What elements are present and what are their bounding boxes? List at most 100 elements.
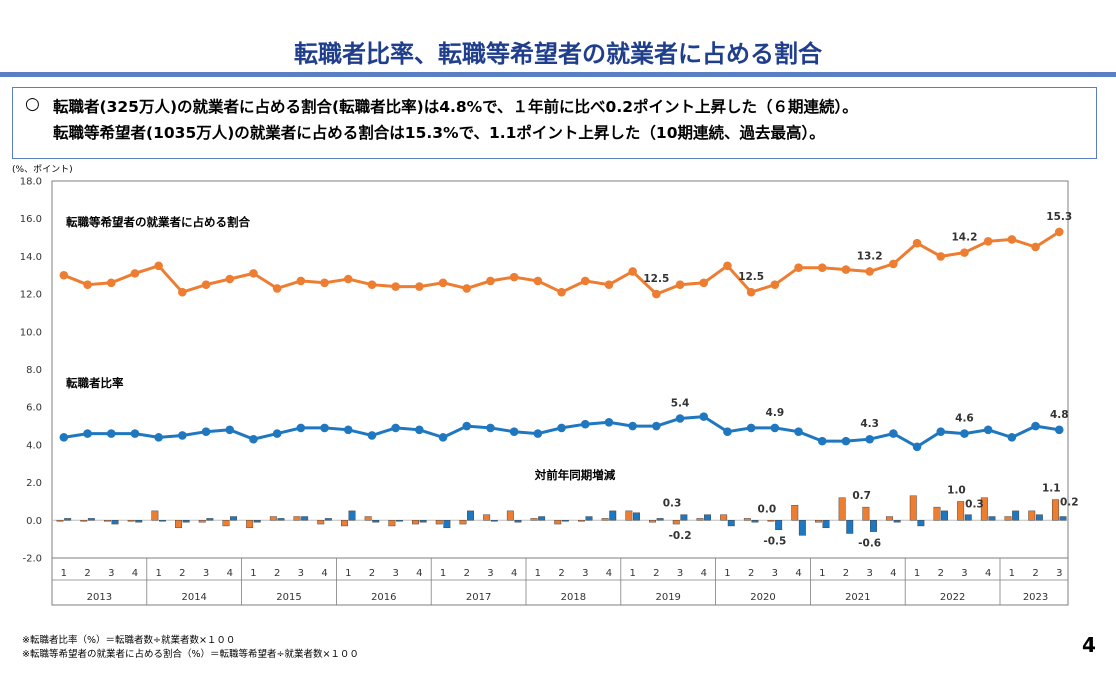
data-point xyxy=(1054,227,1064,237)
change-data-label: 0.3 xyxy=(663,498,682,510)
data-point xyxy=(746,423,756,433)
x-quarter-label: 1 xyxy=(250,568,256,579)
data-point xyxy=(841,265,851,274)
y-tick-label: 4.0 xyxy=(26,440,42,451)
data-point xyxy=(343,425,353,435)
data-point xyxy=(462,421,472,431)
data-point xyxy=(983,425,993,435)
change-bar-hope xyxy=(246,520,254,529)
data-point xyxy=(367,280,377,289)
x-quarter-label: 2 xyxy=(748,568,754,579)
data-point xyxy=(604,417,614,427)
data-label: 12.5 xyxy=(738,271,764,283)
data-point xyxy=(1031,242,1040,252)
data-point xyxy=(794,427,803,437)
change-bar-job-change xyxy=(277,518,285,521)
data-point xyxy=(296,423,306,433)
change-bar-hope xyxy=(649,520,656,523)
data-point xyxy=(462,284,472,293)
change-data-label: -0.5 xyxy=(763,536,786,548)
data-label: 4.9 xyxy=(766,407,785,419)
change-bar-hope xyxy=(459,520,467,525)
change-bar-hope xyxy=(554,520,562,525)
x-quarter-label: 1 xyxy=(61,568,67,579)
x-quarter-label: 4 xyxy=(606,568,612,579)
change-bar-hope xyxy=(151,510,159,521)
data-point xyxy=(249,434,258,444)
y-tick-label: 18.0 xyxy=(20,177,42,188)
change-bar-hope xyxy=(483,514,491,521)
change-bar-hope xyxy=(909,495,917,521)
x-quarter-label: 2 xyxy=(84,568,90,579)
data-point xyxy=(391,423,400,433)
change-bar-job-change xyxy=(1059,516,1067,521)
x-year-label: 2023 xyxy=(1023,592,1048,603)
data-point xyxy=(723,261,732,271)
change-bar-hope xyxy=(886,516,893,521)
change-bar-hope xyxy=(815,520,822,523)
data-point xyxy=(817,263,827,273)
x-year-label: 2019 xyxy=(655,592,680,603)
x-quarter-label: 4 xyxy=(132,568,138,579)
y-tick-label: -2.0 xyxy=(22,554,42,565)
change-bar-job-change xyxy=(633,512,640,521)
data-point xyxy=(201,427,211,437)
x-quarter-label: 2 xyxy=(464,568,470,579)
change-bar-hope xyxy=(56,520,64,522)
plot-frame xyxy=(51,180,1069,606)
x-quarter-label: 2 xyxy=(369,568,375,579)
data-point xyxy=(225,274,235,284)
data-point xyxy=(1031,421,1040,431)
change-bar-job-change xyxy=(609,510,617,521)
data-point xyxy=(865,434,874,444)
data-point xyxy=(794,263,803,273)
data-point xyxy=(889,259,898,269)
data-point xyxy=(486,276,495,286)
change-bar-hope xyxy=(412,520,419,525)
x-year-label: 2017 xyxy=(466,592,491,603)
change-bar-job-change xyxy=(704,514,711,521)
data-point xyxy=(83,280,92,289)
change-data-label: -0.2 xyxy=(669,530,692,542)
y-tick-label: 10.0 xyxy=(20,327,42,338)
x-quarter-label: 4 xyxy=(511,568,517,579)
data-point xyxy=(509,427,519,437)
data-point xyxy=(225,425,235,435)
y-tick-label: 14.0 xyxy=(20,252,42,263)
data-label: 4.6 xyxy=(955,413,974,425)
data-label: 5.4 xyxy=(671,398,690,410)
x-quarter-label: 4 xyxy=(321,568,327,579)
data-point xyxy=(178,431,187,440)
change-bar-hope xyxy=(1004,516,1012,521)
data-point xyxy=(770,423,780,433)
data-point xyxy=(580,276,590,286)
data-point xyxy=(746,287,756,297)
data-point xyxy=(817,436,827,446)
change-bar-job-change xyxy=(1012,510,1020,521)
x-quarter-label: 1 xyxy=(155,568,161,579)
data-point xyxy=(699,278,709,288)
change-bar-job-change xyxy=(443,520,451,529)
data-point xyxy=(557,287,566,297)
data-point xyxy=(699,412,709,421)
x-quarter-label: 1 xyxy=(724,568,730,579)
x-quarter-label: 2 xyxy=(938,568,944,579)
x-quarter-label: 4 xyxy=(416,568,422,579)
change-bar-job-change xyxy=(182,520,190,523)
change-bar-job-change xyxy=(727,520,735,527)
change-bar-job-change xyxy=(253,520,261,523)
change-series-title: 対前年同期増減 xyxy=(534,468,616,482)
x-quarter-label: 4 xyxy=(985,568,991,579)
data-point xyxy=(415,425,424,435)
x-year-label: 2021 xyxy=(845,592,870,603)
chart: 18.016.014.012.010.08.06.04.02.00.0-2.01… xyxy=(20,177,1079,606)
footnote-2: ※転職等希望者の就業者に占める割合（%）＝転職等希望者÷就業者数×１００ xyxy=(22,649,359,660)
change-bar-hope xyxy=(601,518,609,521)
change-bar-job-change xyxy=(158,520,166,522)
data-point xyxy=(675,414,685,423)
data-point xyxy=(1054,425,1064,435)
change-bar-hope xyxy=(506,510,514,521)
x-quarter-label: 3 xyxy=(677,568,683,579)
data-point xyxy=(889,429,898,438)
footnote-1: ※転職者比率（%）＝転職者数÷就業者数×１００ xyxy=(22,635,236,646)
